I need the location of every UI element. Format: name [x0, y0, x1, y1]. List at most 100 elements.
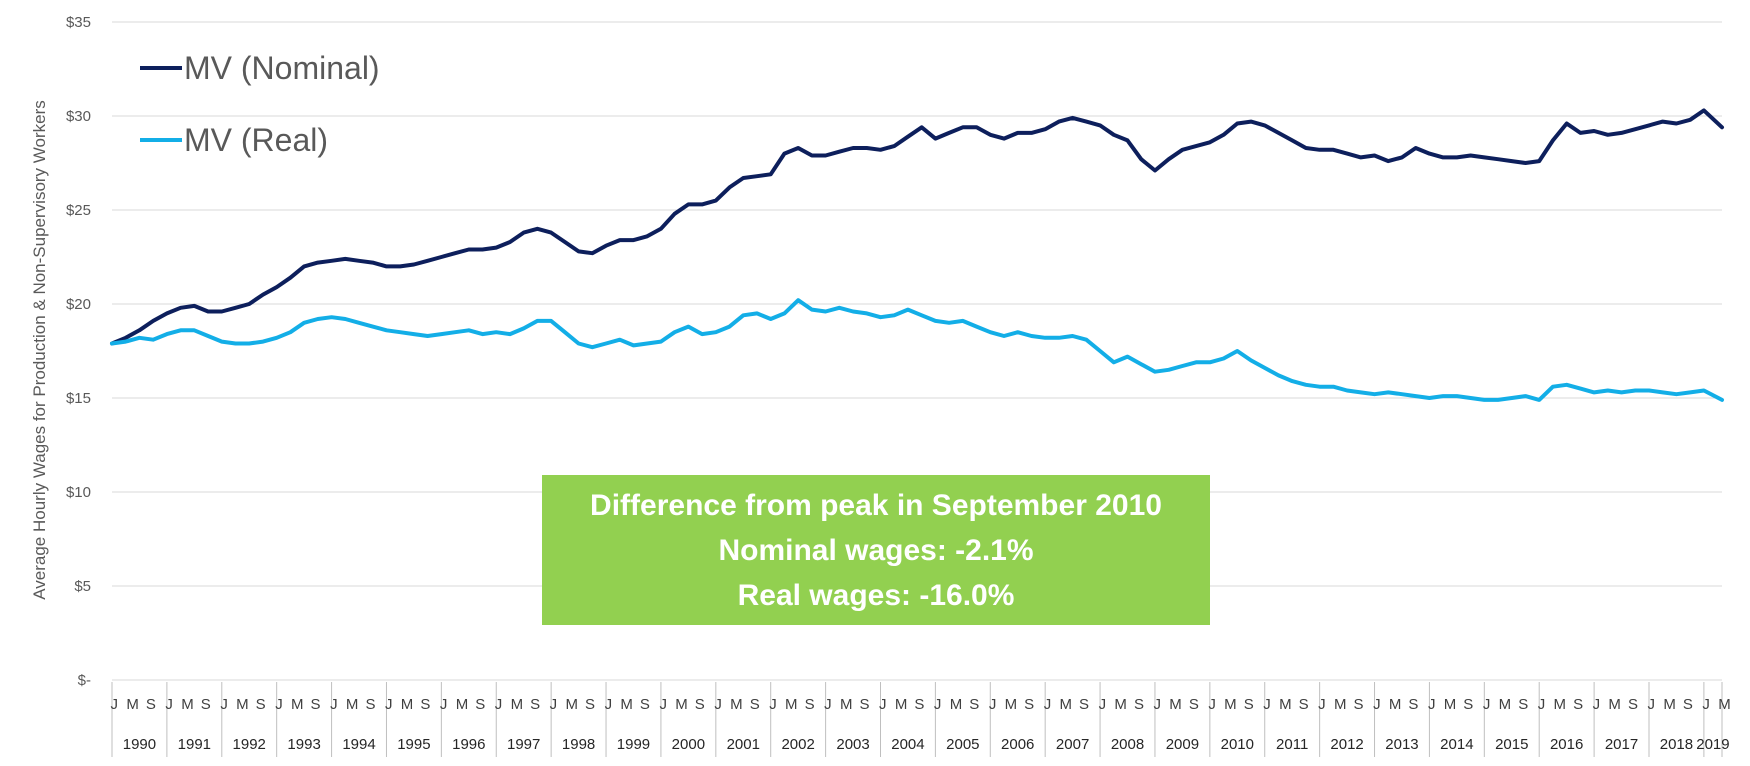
year-tick-label: 1997: [507, 736, 540, 753]
series-line-nominal: [110, 108, 1724, 346]
month-tick-label: J: [1483, 696, 1491, 713]
month-tick-label: J: [769, 696, 777, 713]
month-tick-label: S: [640, 696, 650, 713]
year-tick-label: 2014: [1440, 736, 1473, 753]
month-tick-label: M: [785, 696, 798, 713]
month-tick-label: J: [1428, 696, 1436, 713]
year-tick-label: 1990: [123, 736, 156, 753]
month-tick-label: J: [550, 696, 558, 713]
month-tick-label: S: [420, 696, 430, 713]
month-tick-label: S: [750, 696, 760, 713]
y-tick-label: $20: [66, 296, 91, 313]
month-tick-label: S: [1518, 696, 1528, 713]
month-tick-label: J: [1044, 696, 1052, 713]
year-tick-label: 2005: [946, 736, 979, 753]
month-tick-label: S: [365, 696, 375, 713]
series-line-real: [110, 298, 1724, 402]
month-tick-label: S: [1354, 696, 1364, 713]
year-tick-label: 1994: [342, 736, 375, 753]
month-tick-label: M: [730, 696, 743, 713]
annotation-line-1: Difference from peak in September 2010: [590, 489, 1162, 522]
month-tick-label: S: [1573, 696, 1583, 713]
annotation-callout: Difference from peak in September 2010 N…: [542, 475, 1210, 625]
month-tick-label: M: [1389, 696, 1402, 713]
legend-label-nominal: MV (Nominal): [184, 50, 380, 86]
month-tick-label: J: [934, 696, 942, 713]
year-tick-label: 2001: [727, 736, 760, 753]
month-tick-label: S: [311, 696, 321, 713]
month-tick-label: M: [1169, 696, 1182, 713]
annotation-box: [542, 475, 1210, 625]
year-tick-label: 1991: [178, 736, 211, 753]
month-tick-label: M: [1554, 696, 1567, 713]
month-tick-label: M: [1224, 696, 1237, 713]
month-tick-label: M: [620, 696, 633, 713]
month-tick-label: S: [1408, 696, 1418, 713]
month-tick-label: M: [1663, 696, 1676, 713]
month-tick-label: J: [1099, 696, 1107, 713]
year-tick-label: 2002: [781, 736, 814, 753]
month-tick-label: J: [879, 696, 887, 713]
month-tick-label: J: [989, 696, 997, 713]
month-tick-label: J: [220, 696, 228, 713]
month-tick-label: S: [201, 696, 211, 713]
month-tick-label: M: [1608, 696, 1621, 713]
month-tick-label: J: [385, 696, 393, 713]
month-tick-label: J: [330, 696, 338, 713]
month-tick-label: M: [1334, 696, 1347, 713]
month-tick-label: S: [1079, 696, 1089, 713]
month-tick-label: S: [256, 696, 266, 713]
month-tick-label: M: [675, 696, 688, 713]
year-tick-label: 2016: [1550, 736, 1583, 753]
month-tick-label: M: [1114, 696, 1127, 713]
month-tick-label: M: [401, 696, 414, 713]
month-tick-label: J: [1538, 696, 1546, 713]
month-tick-label: J: [1263, 696, 1271, 713]
month-tick-label: S: [585, 696, 595, 713]
series-lines: [110, 108, 1724, 402]
y-tick-label: $-: [78, 672, 91, 689]
year-tick-label: 1996: [452, 736, 485, 753]
month-tick-label: M: [1005, 696, 1018, 713]
month-tick-label: J: [824, 696, 832, 713]
legend: MV (Nominal) MV (Real): [140, 50, 380, 158]
year-tick-label: 2017: [1605, 736, 1638, 753]
year-tick-label: 2013: [1385, 736, 1418, 753]
year-tick-label: 2004: [891, 736, 924, 753]
month-tick-label: J: [714, 696, 722, 713]
month-tick-label: J: [1648, 696, 1656, 713]
year-tick-label: 2000: [672, 736, 705, 753]
month-tick-label: S: [146, 696, 156, 713]
year-tick-label: 1992: [233, 736, 266, 753]
month-tick-label: J: [1702, 696, 1710, 713]
month-tick-label: M: [181, 696, 194, 713]
month-tick-label: J: [1593, 696, 1601, 713]
month-tick-label: S: [1628, 696, 1638, 713]
year-tick-label: 1999: [617, 736, 650, 753]
month-tick-label: S: [475, 696, 485, 713]
month-tick-label: S: [1683, 696, 1693, 713]
year-tick-label: 2011: [1276, 736, 1308, 753]
y-tick-label: $30: [66, 108, 91, 125]
month-tick-label: J: [1318, 696, 1326, 713]
month-tick-label: J: [111, 696, 119, 713]
month-tick-label: J: [1208, 696, 1216, 713]
year-tick-label: 2008: [1111, 736, 1144, 753]
month-tick-label: M: [456, 696, 469, 713]
annotation-line-3: Real wages: -16.0%: [738, 579, 1015, 612]
month-tick-label: S: [1189, 696, 1199, 713]
month-tick-label: M: [511, 696, 524, 713]
month-tick-label: J: [659, 696, 667, 713]
year-tick-label: 1995: [397, 736, 430, 753]
year-tick-label: 1998: [562, 736, 595, 753]
year-tick-label: 2018: [1660, 736, 1693, 753]
y-tick-label: $5: [74, 578, 91, 595]
month-tick-label: M: [840, 696, 853, 713]
year-tick-label: 2009: [1166, 736, 1199, 753]
month-tick-label: M: [1499, 696, 1512, 713]
month-tick-label: S: [805, 696, 815, 713]
month-tick-label: S: [1463, 696, 1473, 713]
y-tick-label: $10: [66, 484, 91, 501]
year-tick-label: 2012: [1330, 736, 1363, 753]
